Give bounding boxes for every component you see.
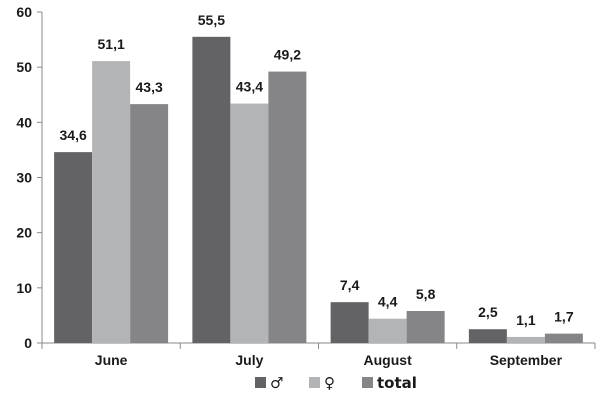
y-tick-label: 20 [16,225,32,241]
y-tick-label: 50 [16,59,32,75]
data-label: 43,3 [136,79,163,95]
legend-swatch [255,377,266,388]
data-label: 43,4 [236,79,263,95]
bar-female [506,336,545,343]
legend: ♂ ♀ total [255,374,417,392]
bar-female [368,318,407,343]
bar-female [92,61,131,344]
bar-male [192,36,231,343]
x-tick-label: August [364,352,413,368]
legend-swatch [362,377,373,388]
x-tick-label: September [490,352,563,368]
data-label: 51,1 [98,36,125,52]
bar-male [468,329,507,343]
data-label: 55,5 [198,12,225,28]
data-label: 49,2 [274,47,301,63]
legend-swatch [309,377,320,388]
value-labels: 34,6 51,1 43,3 55,5 43,4 49,2 7,4 4,4 5,8 2,5 1,1 1… [60,12,574,328]
y-tick-label: 0 [24,335,32,351]
x-tick-label: July [235,352,263,368]
x-axis: June July August September [41,342,596,368]
legend-label: ♂ [270,374,283,392]
bar-female [230,103,269,344]
y-tick-label: 60 [16,4,32,20]
data-label: 1,1 [516,312,536,328]
bar-total [406,311,445,343]
y-tick-label: 30 [16,170,32,186]
bar-male [330,302,369,343]
y-tick-label: 10 [16,280,32,296]
bar-total [268,71,307,343]
bar-total [544,333,583,343]
bar-total [130,104,169,344]
data-label: 4,4 [378,294,398,310]
data-label: 7,4 [340,277,360,293]
data-label: 34,6 [60,127,87,143]
y-tick-label: 40 [16,114,32,130]
bars [54,36,583,344]
data-label: 1,7 [554,309,574,325]
x-tick-label: June [95,352,128,368]
legend-label: total [377,374,417,392]
data-label: 2,5 [478,304,498,320]
y-axis: 0 10 20 30 40 50 60 [16,4,43,351]
data-label: 5,8 [416,286,436,302]
legend-label: ♀ [324,374,335,392]
bar-male [54,152,93,343]
